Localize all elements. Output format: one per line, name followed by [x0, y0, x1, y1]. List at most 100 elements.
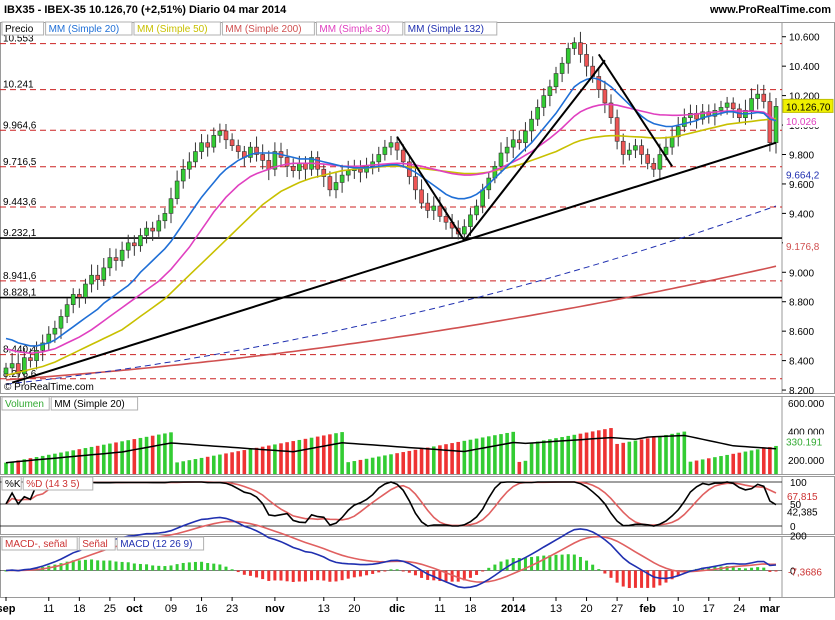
candle-body	[425, 202, 430, 211]
candle-body	[272, 151, 278, 170]
macd-value-label: -7,3686	[788, 568, 822, 579]
time-tick-label: 11	[434, 603, 445, 615]
price-tick-label: 10.400	[789, 62, 820, 73]
volume-bar	[389, 454, 393, 474]
macd-histogram-bar	[432, 570, 436, 581]
price-legend-item: MM (Simple 30)	[319, 24, 390, 35]
macd-histogram-bar	[420, 570, 424, 578]
candle-body	[419, 189, 424, 204]
macd-histogram-bar	[316, 570, 320, 581]
volume-bar	[584, 432, 589, 474]
volume-bar	[364, 458, 369, 474]
candle-body	[535, 107, 540, 120]
macd-histogram-bar	[90, 559, 94, 571]
stoch-legend-item: %K	[5, 479, 21, 490]
time-tick-label: 17	[703, 603, 715, 615]
candle-body	[162, 213, 168, 222]
trendline	[396, 136, 466, 242]
volume-bar	[230, 452, 234, 474]
volume-bar	[40, 455, 45, 474]
volume-bar	[291, 441, 296, 474]
candle-body	[553, 73, 559, 88]
volume-bar	[706, 458, 711, 474]
macd-histogram-bar	[456, 570, 460, 582]
time-tick-label: 09	[165, 603, 177, 615]
stoch-legend-item: %D (14 3 5)	[26, 479, 79, 490]
volume-bar	[566, 435, 571, 474]
candle-body	[223, 130, 229, 141]
candle-body	[578, 42, 583, 55]
candle-body	[730, 102, 736, 110]
price-axis: 10.60010.40010.20010.0009.8009.6009.4009…	[782, 33, 834, 397]
candle-body	[290, 165, 296, 171]
volume-bar	[218, 454, 222, 474]
time-tick-label: 25	[104, 603, 116, 615]
stochastic-panel: 100 50 0 67,815 42,385	[0, 478, 818, 533]
macd-legend-item: MACD-, señal	[5, 539, 67, 550]
price-tick-label: 10.600	[789, 33, 820, 44]
candle-body	[211, 135, 217, 148]
candle-body	[718, 107, 724, 111]
candle-body	[633, 145, 638, 151]
macd-legend-box	[116, 536, 205, 551]
volume-bar	[65, 451, 69, 474]
stoch-tick-label: 100	[790, 478, 807, 489]
volume-bar	[658, 436, 662, 474]
volume-bar	[413, 449, 418, 474]
stoch-k-value: 42,385	[787, 507, 818, 518]
volume-bar	[749, 450, 754, 474]
candle-body	[523, 130, 528, 144]
volume-marker-box	[783, 434, 833, 448]
macd-histogram-bar	[750, 567, 754, 571]
time-tick-label: oct	[126, 603, 143, 615]
volume-bar	[529, 442, 534, 474]
macd-histogram-bar	[255, 570, 259, 578]
macd-histogram-bar	[59, 563, 63, 571]
candle-body	[767, 101, 773, 144]
panel-frame-0	[0, 22, 835, 394]
volume-bar	[138, 437, 143, 474]
volume-tick-label: 400.000	[788, 427, 825, 438]
macd-legend-item: Señal	[82, 539, 108, 550]
volume-bar	[328, 434, 332, 474]
macd-histogram-bar	[340, 570, 344, 581]
macd-histogram-bar	[444, 570, 448, 582]
candle-body	[58, 316, 64, 329]
volume-bar	[22, 459, 27, 474]
volume-bar	[731, 453, 736, 474]
macd-histogram-bar	[646, 570, 650, 588]
candle-body	[235, 145, 241, 152]
level-label: 9.716,5	[3, 157, 37, 168]
candle-body	[284, 157, 290, 167]
macd-histogram-bar	[132, 563, 136, 571]
volume-legend-box	[50, 396, 139, 411]
volume-bar	[493, 435, 497, 474]
candle-body	[584, 54, 589, 67]
candle-body	[388, 142, 394, 148]
candle-body	[413, 176, 418, 191]
volume-bar	[242, 450, 247, 474]
time-tick-label: 10	[672, 603, 684, 615]
volume-bar	[719, 456, 723, 474]
macd-histogram-bar	[554, 554, 558, 571]
price-marker-box	[783, 167, 833, 181]
candle-body	[755, 93, 760, 99]
macd-histogram-bar	[53, 564, 57, 571]
title-bar: IBX35 - IBEX-35 10.126,70 (+2,51%) Diari…	[0, 0, 835, 21]
macd-histogram-bar	[371, 570, 375, 574]
candle-body	[620, 140, 626, 155]
macd-histogram-bar	[212, 563, 216, 571]
volume-bar	[77, 449, 82, 474]
volume-ma-line	[5, 434, 777, 464]
macd-histogram-bar	[377, 570, 381, 573]
volume-bar	[535, 441, 540, 474]
macd-histogram-bar	[743, 568, 747, 571]
candle-body	[529, 118, 534, 132]
candle-body	[22, 357, 27, 375]
site-link[interactable]: www.ProRealTime.com	[709, 4, 831, 16]
macd-histogram-bar	[303, 570, 307, 582]
time-tick-label: 20	[348, 603, 360, 615]
macd-histogram-bar	[291, 570, 295, 582]
